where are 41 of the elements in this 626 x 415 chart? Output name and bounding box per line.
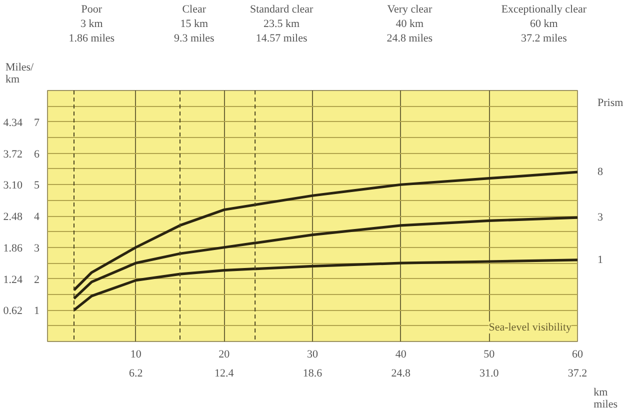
y2-tick-label: 4.34 [3, 116, 23, 129]
text: Standard clear 23.5 km 14.57 miles [250, 4, 314, 44]
y-tick-label: 7 [34, 116, 40, 129]
annotation: Sea-level visibility [488, 322, 572, 334]
x-tick-label: 50 [484, 348, 496, 360]
text: Exceptionally clear 60 km 37.2 miles [501, 4, 587, 44]
y2-tick-label: 0.62 [3, 305, 22, 318]
y-tick-label: 5 [34, 180, 40, 192]
x-axis-title: km miles [594, 386, 618, 410]
x-tick-label: 10 [130, 348, 142, 360]
x2-tick-label: 6.2 [128, 368, 143, 380]
x-tick-label: 30 [307, 348, 318, 360]
y-tick-label: 4 [34, 211, 40, 223]
x-tick-label: 40 [395, 348, 407, 360]
y-tick-label: 6 [34, 148, 40, 160]
x-tick-label: 20 [218, 348, 230, 360]
x2-tick-label: 24.8 [391, 368, 411, 380]
text: Clear 15 km 9.3 miles [174, 4, 214, 44]
x2-tick-label: 37.2 [568, 368, 588, 380]
text: Miles/ km [6, 62, 35, 86]
series-label: 3 [598, 212, 604, 224]
x2-tick-label: 18.6 [302, 368, 323, 380]
y2-tick-label: 1.24 [3, 274, 23, 286]
x2-tick-label: 31.0 [480, 368, 500, 380]
line-series [72, 216, 578, 300]
y-tick-label: 3 [34, 242, 40, 254]
x2-tick-label: 12.4 [214, 368, 234, 380]
y2-tick-label: 3.10 [3, 180, 23, 192]
y2-tick-label: 1.86 [3, 242, 23, 254]
series-label: 8 [598, 166, 604, 178]
y2-tick-label: 3.72 [3, 148, 22, 160]
line-series [72, 258, 578, 312]
y2-tick-label: 2.48 [3, 211, 23, 223]
series-label: 1 [598, 254, 603, 266]
text: Poor 3 km 1.86 miles [68, 4, 115, 44]
text: Very clear 40 km 24.8 miles [386, 4, 433, 44]
y-tick-label: 2 [34, 274, 40, 286]
y-tick-label: 1 [34, 305, 40, 318]
x-tick-label: 60 [572, 348, 584, 360]
legend-title: Prism [598, 97, 624, 110]
line-series [72, 170, 578, 292]
